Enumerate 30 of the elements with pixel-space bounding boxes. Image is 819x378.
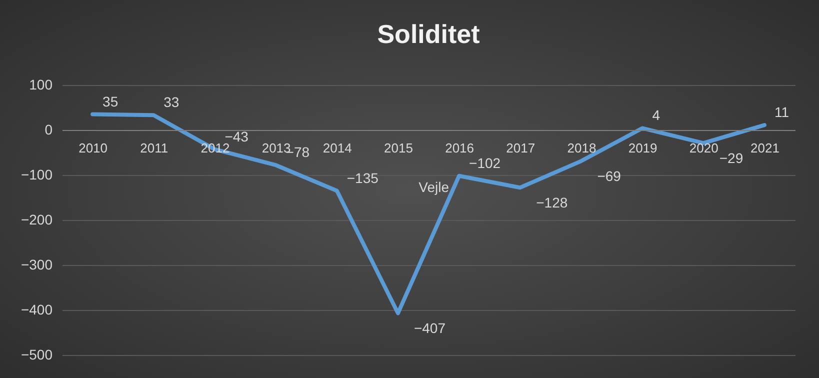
x-tick-label: 2016 bbox=[445, 140, 474, 156]
x-tick-label: 2019 bbox=[628, 140, 658, 156]
data-label: −102 bbox=[469, 154, 501, 171]
data-label: 4 bbox=[652, 107, 660, 124]
data-label: −128 bbox=[536, 194, 568, 211]
data-label: −407 bbox=[414, 320, 446, 336]
x-tick-label: 2014 bbox=[322, 140, 352, 156]
data-label: −135 bbox=[346, 170, 379, 186]
x-tick-label: 2018 bbox=[567, 140, 596, 156]
chart-title: Soliditet bbox=[377, 19, 480, 49]
y-tick-label: 0 bbox=[44, 122, 53, 138]
y-tick-label: −200 bbox=[20, 212, 53, 228]
x-tick-label: 2020 bbox=[689, 140, 718, 156]
x-tick-label: 2017 bbox=[506, 140, 536, 156]
x-tick-label: 2021 bbox=[750, 140, 780, 156]
y-tick-label: 100 bbox=[29, 76, 53, 92]
data-label: 11 bbox=[774, 104, 790, 120]
y-tick-label: −100 bbox=[20, 166, 53, 182]
y-tick-label: −500 bbox=[20, 346, 53, 362]
data-label: −69 bbox=[597, 168, 622, 184]
data-label: −29 bbox=[719, 150, 744, 166]
series-label: Vejle bbox=[418, 178, 450, 195]
data-label: 33 bbox=[164, 94, 180, 110]
y-tick-label: −400 bbox=[20, 302, 53, 318]
data-label: −43 bbox=[224, 128, 249, 144]
x-tick-label: 2010 bbox=[78, 140, 108, 156]
y-tick-label: −300 bbox=[20, 256, 53, 272]
x-tick-label: 2015 bbox=[384, 140, 413, 156]
x-tick-label: 2011 bbox=[140, 140, 168, 156]
data-label: 35 bbox=[102, 93, 118, 110]
